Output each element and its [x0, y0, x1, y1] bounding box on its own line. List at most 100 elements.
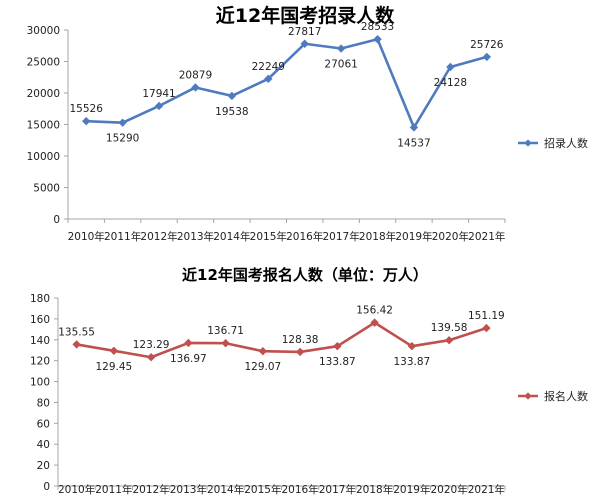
data-point	[482, 323, 491, 333]
x-tick-label: 2011年	[104, 230, 141, 243]
x-tick-label: 2015年	[244, 483, 281, 496]
y-tick-label: 80	[37, 397, 50, 409]
y-tick-label: 180	[30, 293, 50, 305]
data-point	[72, 340, 81, 349]
legend-label: 招录人数	[544, 136, 588, 150]
x-tick-label: 2010年	[68, 230, 105, 243]
series-line	[76, 321, 487, 359]
recruitment-chart: 近12年国考招录人数 0 5000 10000 15000 20000 25000 3000…	[27, 4, 588, 243]
data-label: 24128	[434, 77, 467, 89]
y-tick-label: 5000	[33, 183, 60, 195]
data-point	[184, 338, 193, 348]
x-tick-label: 2017年	[319, 483, 356, 496]
data-label: 15290	[106, 133, 139, 145]
data-label: 133.87	[394, 356, 431, 368]
data-point	[300, 39, 309, 48]
data-label: 27061	[324, 59, 357, 71]
data-point	[336, 44, 346, 53]
series-line	[86, 37, 488, 129]
data-label: 15526	[70, 103, 104, 115]
data-label: 129.45	[96, 361, 133, 373]
data-label: 136.71	[207, 325, 244, 337]
x-tick-label: 2014年	[213, 230, 250, 243]
data-point	[109, 346, 119, 355]
data-label: 151.19	[468, 310, 505, 322]
data-point	[446, 62, 455, 72]
x-tick-label: 2019年	[393, 483, 430, 496]
y-tick-label: 10000	[27, 151, 60, 163]
data-point	[482, 52, 491, 62]
y-tick-label: 20	[37, 460, 50, 472]
data-point	[191, 83, 200, 92]
x-tick-label: 2016年	[282, 483, 319, 496]
data-point	[295, 347, 305, 357]
x-tick-label: 2010年	[58, 483, 95, 496]
data-label: 17941	[142, 88, 175, 100]
data-label: 129.07	[245, 361, 282, 373]
data-label: 139.58	[431, 322, 468, 334]
data-label: 22249	[252, 61, 285, 73]
applicants-chart: 近12年国考报名人数（单位：万人） 0 20 40 60 80 100 120 140 160 1…	[30, 266, 588, 496]
data-label: 25726	[470, 39, 504, 51]
y-tick-label: 15000	[27, 120, 60, 132]
data-point	[333, 341, 342, 351]
x-tick-label: 2018年	[359, 230, 396, 243]
legend-label: 报名人数	[544, 389, 588, 403]
chart-title-recruitment: 近12年国考招录人数	[216, 4, 395, 27]
data-point	[444, 336, 454, 345]
data-label: 27817	[288, 26, 321, 38]
data-point	[258, 346, 268, 356]
data-label: 136.97	[170, 353, 207, 365]
data-label: 28533	[361, 21, 394, 33]
x-tick-label: 2014年	[207, 483, 244, 496]
x-tick-label: 2013年	[177, 230, 214, 243]
data-point	[407, 341, 417, 351]
x-tick-label: 2015年	[250, 230, 287, 243]
x-tick-label: 2013年	[170, 483, 207, 496]
data-label: 19538	[215, 106, 248, 118]
data-label: 128.38	[282, 334, 319, 346]
data-point	[221, 339, 230, 348]
data-point	[370, 318, 379, 327]
data-label: 133.87	[319, 356, 356, 368]
x-tick-label: 2017年	[323, 230, 360, 243]
x-tick-label: 2019年	[395, 230, 432, 243]
legend-marker	[524, 139, 532, 147]
legend-marker	[524, 392, 532, 400]
data-point	[146, 353, 156, 362]
x-tick-label: 2020年	[432, 230, 469, 243]
x-tick-label: 2012年	[133, 483, 170, 496]
data-label: 20879	[179, 69, 212, 81]
y-tick-label: 20000	[27, 88, 60, 100]
y-tick-label: 0	[53, 214, 60, 226]
y-tick-label: 160	[30, 314, 50, 326]
data-point	[118, 118, 127, 127]
y-tick-label: 120	[30, 356, 50, 368]
data-label: 156.42	[356, 305, 393, 317]
x-tick-label: 2020年	[431, 483, 468, 496]
data-point	[82, 116, 91, 126]
x-tick-label: 2012年	[140, 230, 177, 243]
data-label: 135.55	[58, 326, 95, 338]
data-point	[154, 101, 164, 111]
x-tick-label: 2018年	[356, 483, 393, 496]
data-label: 123.29	[133, 339, 170, 351]
y-tick-label: 30000	[27, 25, 60, 37]
x-tick-label: 2016年	[286, 230, 323, 243]
data-point	[373, 35, 382, 44]
chart-title-applicants: 近12年国考报名人数（单位：万人）	[182, 266, 428, 284]
data-label: 14537	[397, 137, 430, 149]
data-point	[409, 123, 419, 132]
y-tick-label: 0	[43, 481, 50, 493]
y-tick-label: 40	[37, 439, 50, 451]
y-tick-label: 140	[30, 335, 50, 347]
x-tick-label: 2011年	[95, 483, 132, 496]
data-point	[264, 74, 273, 84]
y-tick-label: 25000	[27, 57, 60, 69]
y-tick-label: 60	[37, 418, 50, 430]
y-tick-label: 100	[30, 377, 50, 389]
x-tick-label: 2021年	[468, 483, 505, 496]
data-point	[227, 91, 237, 101]
